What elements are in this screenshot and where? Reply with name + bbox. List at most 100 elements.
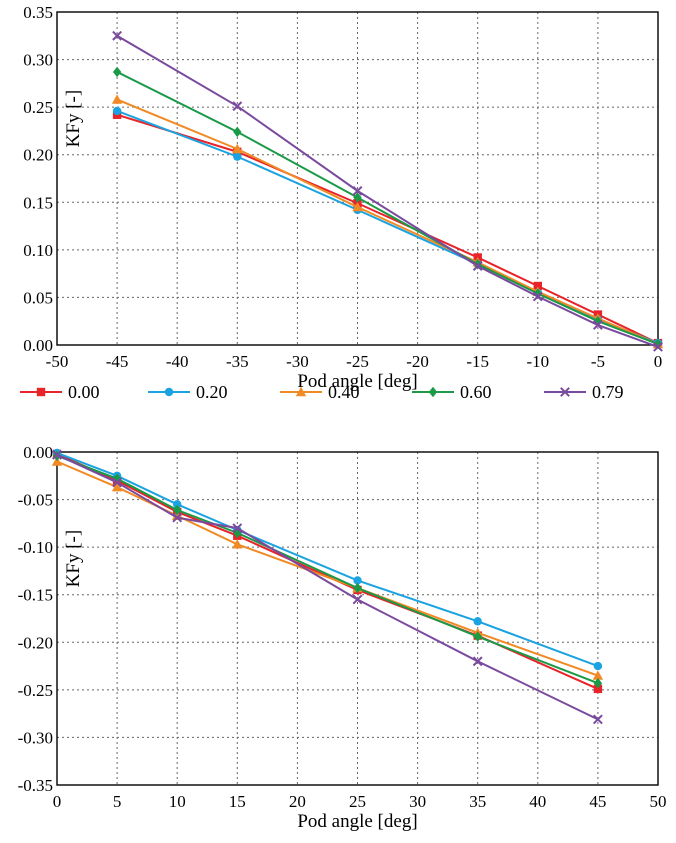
data-point — [233, 126, 242, 138]
x-tick-label: 5 — [113, 792, 122, 811]
y-axis-label: KFy [-] — [63, 530, 84, 588]
series-line — [56, 452, 599, 668]
x-tick-label: 45 — [589, 792, 606, 811]
legend-item-0.20: 0.20 — [148, 382, 228, 402]
data-point — [653, 341, 663, 352]
data-point — [592, 320, 603, 330]
data-point — [353, 576, 362, 585]
x-axis-label: Pod angle [deg] — [297, 811, 417, 832]
x-tick-label: 10 — [169, 792, 186, 811]
chart-top: -50 -45 -40 -35 -30 -25 -20 -15 -10 -5 00.350.300.… — [23, 3, 664, 392]
data-point — [592, 714, 603, 725]
data-point — [352, 185, 363, 196]
data-point — [353, 582, 362, 594]
y-tick-label: -0.35 — [18, 776, 53, 795]
legend-label: 0.40 — [328, 382, 360, 402]
y-tick-label: 0.05 — [23, 288, 53, 307]
x-tick-label: -40 — [166, 352, 189, 371]
series-line — [116, 34, 659, 348]
x-tick-label: -15 — [466, 352, 489, 371]
legend-item-0.60: 0.60 — [412, 382, 492, 402]
data-point — [51, 456, 63, 466]
x-tick-label: 0 — [654, 352, 663, 371]
data-point — [173, 504, 182, 516]
data-point — [593, 684, 603, 694]
data-point — [232, 539, 243, 549]
series-line — [56, 453, 599, 721]
data-point — [232, 523, 243, 534]
y-tick-label: 0.35 — [23, 3, 53, 22]
x-tick-label: -20 — [406, 352, 429, 371]
data-point — [233, 152, 242, 161]
y-tick-label: -0.15 — [18, 586, 53, 605]
series-0.60 — [52, 450, 603, 689]
y-tick-label: 0.00 — [23, 336, 53, 355]
legend-marker — [560, 387, 570, 397]
legend-marker — [428, 386, 438, 398]
y-tick-label: 0.00 — [23, 443, 53, 462]
y-tick-label: 0.20 — [23, 146, 53, 165]
data-point — [112, 477, 123, 488]
data-point — [112, 106, 122, 116]
x-tick-label: 50 — [650, 792, 667, 811]
x-tick-label: 0 — [53, 792, 62, 811]
series-0.79 — [52, 449, 603, 725]
data-point — [473, 617, 482, 626]
data-point — [232, 143, 243, 154]
y-tick-label: 0.10 — [23, 241, 53, 260]
data-point — [232, 101, 243, 112]
y-tick-label: -0.20 — [18, 633, 53, 652]
data-point — [52, 449, 62, 460]
y-tick-label: -0.25 — [18, 681, 53, 700]
plot-frame — [56, 451, 659, 786]
x-tick-label: 20 — [289, 792, 306, 811]
x-tick-label: -30 — [286, 352, 309, 371]
legend-label: 0.20 — [196, 382, 228, 402]
data-point — [472, 656, 483, 667]
data-point — [173, 500, 182, 509]
data-point — [593, 661, 603, 671]
series-0.40 — [111, 94, 664, 349]
series-0.20 — [52, 448, 603, 671]
legend-item-0.79: 0.79 — [544, 382, 624, 402]
data-point — [472, 261, 483, 271]
x-tick-label: -45 — [106, 352, 129, 371]
data-point — [352, 201, 363, 212]
legend-label: 0.79 — [592, 382, 624, 402]
legend-marker — [164, 387, 174, 397]
y-tick-label: 0.15 — [23, 193, 53, 212]
x-tick-label: -35 — [226, 352, 249, 371]
plot-frame — [56, 11, 659, 346]
data-point — [352, 594, 363, 605]
data-point — [111, 94, 123, 104]
series-0.00 — [52, 449, 603, 694]
legend-item-0.40: 0.40 — [280, 382, 360, 402]
chart-bottom: 0 5 10 15 20 25 30 35 40 45 50 0.00 -0.05 -0.10 -0.15 -… — [18, 443, 667, 832]
legend-item-0.00: 0.00 — [20, 382, 100, 402]
x-tick-label: 35 — [469, 792, 486, 811]
legend-label: 0.00 — [68, 382, 100, 402]
series-line — [56, 454, 599, 685]
data-point — [533, 288, 542, 299]
y-tick-label: -0.30 — [18, 728, 53, 747]
data-point — [172, 512, 183, 523]
x-tick-label: -5 — [591, 352, 605, 371]
x-tick-label: 40 — [529, 792, 546, 811]
legend: 0.00 0.20 0.40 0.60 0.79 — [20, 382, 624, 402]
x-tick-label: 30 — [409, 792, 426, 811]
series-line — [116, 98, 659, 345]
data-point — [473, 631, 482, 642]
x-tick-label: 25 — [349, 792, 366, 811]
legend-marker — [295, 386, 307, 397]
data-point — [112, 30, 123, 41]
legend-label: 0.60 — [460, 382, 492, 402]
series-0.79 — [112, 30, 663, 352]
data-point — [353, 192, 362, 203]
x-axis-label: Pod angle [deg] — [297, 371, 417, 392]
legend-marker — [36, 387, 46, 397]
x-tick-label: 15 — [229, 792, 246, 811]
data-point — [111, 482, 123, 492]
y-tick-label: -0.05 — [18, 491, 53, 510]
data-point — [532, 291, 543, 302]
